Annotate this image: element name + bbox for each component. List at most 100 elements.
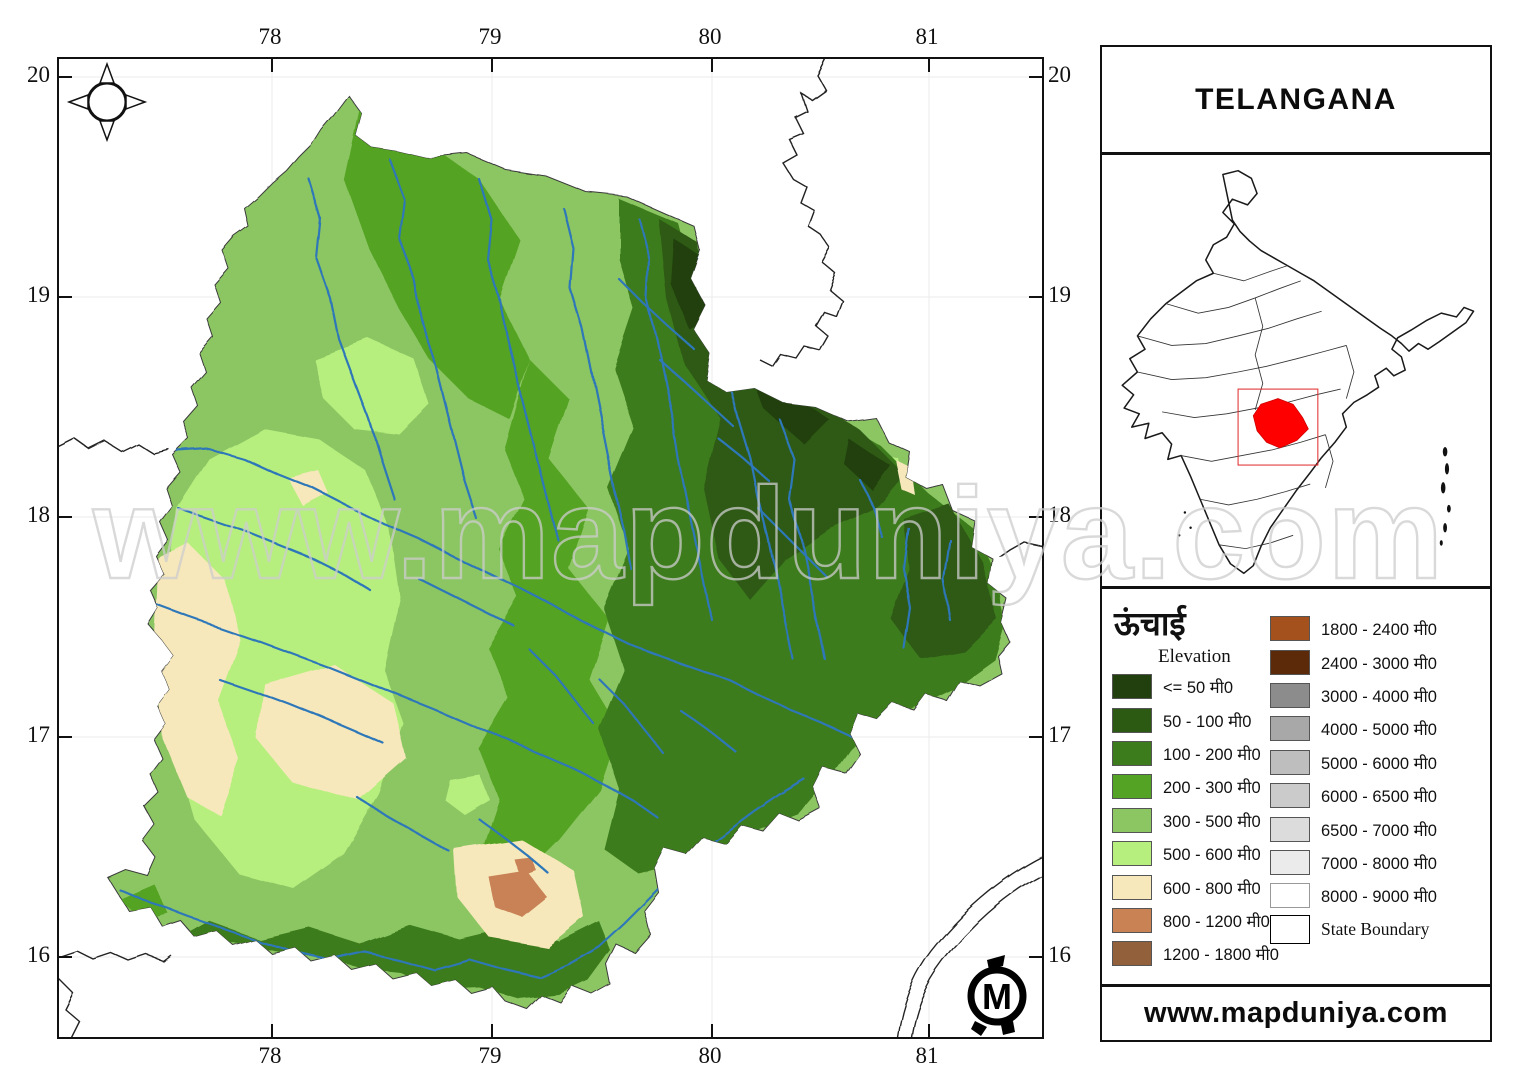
- legend-label: State Boundary: [1321, 918, 1430, 939]
- legend-title-hindi: ऊंचाई: [1114, 607, 1186, 643]
- legend-swatch: [1112, 907, 1152, 933]
- lakshadweep-islands: [1177, 511, 1192, 537]
- main-map-frame: M: [57, 57, 1044, 1039]
- legend-swatch: [1270, 883, 1310, 909]
- lon-label-bottom-81: 81: [915, 1043, 939, 1068]
- legend-label: 200 - 300 मी0: [1163, 779, 1261, 798]
- neighbor-state-boundaries: [59, 59, 1042, 1037]
- legend-label: 1200 - 1800 मी0: [1163, 946, 1279, 965]
- lat-label-right-17: 17: [1048, 722, 1071, 747]
- telangana-highlight: [1252, 398, 1309, 449]
- highlight-box: [1237, 388, 1319, 466]
- axis-ticks: [59, 59, 1042, 1037]
- legend-column-right: 1800 - 2400 मी0 2400 - 3000 मी0 3000 - 4…: [1270, 612, 1437, 946]
- zone-800-1200: [489, 857, 547, 917]
- legend-swatch: [1270, 749, 1310, 775]
- legend-label: 5000 - 6000 मी0: [1321, 754, 1437, 773]
- zone-200-300: [119, 109, 619, 921]
- lat-label-right-20: 20: [1048, 62, 1071, 87]
- lon-label-top-81: 81: [915, 24, 939, 49]
- legend-item: 7000 - 8000 मी0: [1270, 846, 1437, 879]
- map-title: TELANGANA: [1195, 82, 1397, 116]
- legend-swatch: [1270, 616, 1310, 642]
- legend-item: 300 - 500 मी0: [1112, 804, 1279, 837]
- telangana-elevation-map: M: [59, 59, 1042, 1037]
- legend-swatch: [1112, 841, 1152, 867]
- legend-label: 100 - 200 मी0: [1163, 745, 1261, 764]
- legend-label: 600 - 800 मी0: [1163, 879, 1261, 898]
- state-boundary-swatch: [1270, 914, 1310, 944]
- lat-label-left-18: 18: [27, 502, 50, 527]
- legend-item: 100 - 200 मी0: [1112, 737, 1279, 770]
- india-outline: [1121, 169, 1475, 575]
- legend-swatch: [1112, 674, 1152, 700]
- legend-label: 3000 - 4000 मी0: [1321, 687, 1437, 706]
- lon-label-bottom-80: 80: [698, 1043, 722, 1068]
- svg-text:M: M: [982, 976, 1012, 1017]
- legend-label: 800 - 1200 मी0: [1163, 912, 1270, 931]
- legend-label: 500 - 600 मी0: [1163, 846, 1261, 865]
- lon-label-top-80: 80: [698, 24, 722, 49]
- lat-label-right-16: 16: [1048, 942, 1071, 967]
- lon-label-bottom-79: 79: [478, 1043, 502, 1068]
- website-bar: www.mapduniya.com: [1102, 987, 1490, 1039]
- legend-swatch: [1112, 774, 1152, 800]
- legend-item: <= 50 मी0: [1112, 670, 1279, 703]
- legend-item: 8000 - 9000 मी0: [1270, 879, 1437, 912]
- lon-label-bottom-78: 78: [258, 1043, 282, 1068]
- legend-item: 5000 - 6000 मी0: [1270, 746, 1437, 779]
- india-inset-section: [1102, 159, 1490, 589]
- legend-label: 4000 - 5000 मी0: [1321, 721, 1437, 740]
- legend-item: 3000 - 4000 मी0: [1270, 679, 1437, 712]
- legend-column-left: <= 50 मी0 50 - 100 मी0 100 - 200 मी0 200…: [1112, 670, 1279, 971]
- legend-label: 8000 - 9000 मी0: [1321, 888, 1437, 907]
- lat-label-right-18: 18: [1048, 502, 1071, 527]
- legend-swatch: [1112, 941, 1152, 967]
- legend-swatch: [1112, 740, 1152, 766]
- legend-swatch: [1270, 816, 1310, 842]
- legend-swatch: [1270, 783, 1310, 809]
- legend-item: 200 - 300 मी0: [1112, 770, 1279, 803]
- lat-label-left-17: 17: [27, 722, 50, 747]
- legend-title-english: Elevation: [1158, 646, 1231, 667]
- legend-swatch: [1270, 716, 1310, 742]
- legend-swatch: [1112, 707, 1152, 733]
- legend-item: 1800 - 2400 मी0: [1270, 612, 1437, 645]
- lon-label-top-79: 79: [478, 24, 502, 49]
- lon-label-top-78: 78: [258, 24, 282, 49]
- legend-item: 1200 - 1800 मी0: [1112, 937, 1279, 970]
- legend-item: 800 - 1200 मी0: [1112, 904, 1279, 937]
- legend-label: 6500 - 7000 मी0: [1321, 821, 1437, 840]
- legend-swatch: [1270, 849, 1310, 875]
- legend-label: 7000 - 8000 मी0: [1321, 854, 1437, 873]
- legend-swatch: [1270, 649, 1310, 675]
- legend-label: <= 50 मी0: [1163, 679, 1234, 698]
- lat-label-left-19: 19: [27, 282, 50, 307]
- website-url: www.mapduniya.com: [1144, 996, 1448, 1029]
- legend-label: 1800 - 2400 मी0: [1321, 621, 1437, 640]
- lat-label-left-20: 20: [27, 62, 50, 87]
- legend-label: 300 - 500 मी0: [1163, 812, 1261, 831]
- lat-label-left-16: 16: [27, 942, 50, 967]
- legend-item: 600 - 800 मी0: [1112, 870, 1279, 903]
- legend-label: 50 - 100 मी0: [1163, 712, 1252, 731]
- legend-swatch: [1270, 682, 1310, 708]
- legend-item: 500 - 600 मी0: [1112, 837, 1279, 870]
- andaman-islands: [1439, 447, 1451, 546]
- compass-rose-icon: [66, 61, 148, 143]
- lat-label-right-19: 19: [1048, 282, 1071, 307]
- mapduniya-logo-icon: M: [967, 955, 1027, 1036]
- legend-item: 50 - 100 मी0: [1112, 703, 1279, 736]
- legend-item: 4000 - 5000 मी0: [1270, 712, 1437, 745]
- legend-label: 2400 - 3000 मी0: [1321, 654, 1437, 673]
- legend-item: 2400 - 3000 मी0: [1270, 645, 1437, 678]
- legend-swatch: [1112, 874, 1152, 900]
- panel-title-section: TELANGANA: [1102, 47, 1490, 155]
- legend-item-state-boundary: State Boundary: [1270, 913, 1437, 946]
- legend-label: 6000 - 6500 मी0: [1321, 788, 1437, 807]
- india-state-lines: [1137, 265, 1355, 550]
- legend-item: 6000 - 6500 मी0: [1270, 779, 1437, 812]
- legend-swatch: [1112, 807, 1152, 833]
- info-panel: TELANGANA: [1100, 45, 1492, 1042]
